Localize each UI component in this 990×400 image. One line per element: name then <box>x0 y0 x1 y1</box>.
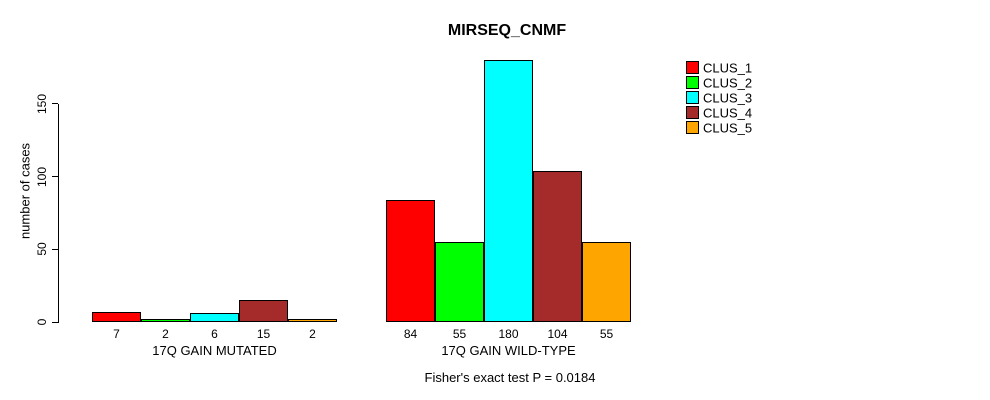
chart-title: MIRSEQ_CNMF <box>447 22 567 39</box>
bar-group2-clus2 <box>435 242 484 322</box>
fisher-test-caption: Fisher's exact test P = 0.0184 <box>424 370 596 385</box>
y-tick-label: 0 <box>35 318 49 326</box>
group-label: 17Q GAIN MUTATED <box>152 343 277 358</box>
y-tick-label: 150 <box>35 93 49 114</box>
bar-value-label: 180 <box>498 327 519 341</box>
bar-value-label: 2 <box>309 327 316 341</box>
y-tick-mark <box>52 176 58 177</box>
bar-value-label: 104 <box>547 327 568 341</box>
bar-group2-clus3 <box>484 60 533 322</box>
bar-group2-clus1 <box>386 200 435 322</box>
y-axis-label: number of cases <box>17 142 33 240</box>
legend-label: CLUS_5 <box>703 120 753 136</box>
bar-value-label: 2 <box>162 327 169 341</box>
bar-value-label: 15 <box>256 327 271 341</box>
bar-group1-clus4 <box>239 300 288 322</box>
legend-swatch-clus_2 <box>686 76 699 89</box>
legend-swatch-clus_5 <box>686 121 699 134</box>
y-axis-line <box>58 104 59 323</box>
legend-swatch-clus_1 <box>686 61 699 74</box>
bar-value-label: 7 <box>113 327 120 341</box>
bar-value-label: 6 <box>211 327 218 341</box>
bar-group2-clus5 <box>582 242 631 322</box>
bar-group2-clus4 <box>533 171 582 322</box>
group-label: 17Q GAIN WILD-TYPE <box>441 343 576 358</box>
bar-value-label: 84 <box>403 327 418 341</box>
bar-group1-clus1 <box>92 312 141 322</box>
legend-swatch-clus_4 <box>686 106 699 119</box>
bar-value-label: 55 <box>452 327 467 341</box>
y-tick-mark <box>52 321 58 323</box>
bar-group1-clus2 <box>141 319 190 322</box>
legend-label: CLUS_1 <box>703 60 753 76</box>
bar-group1-clus3 <box>190 313 239 322</box>
legend-swatch-clus_3 <box>686 91 699 104</box>
legend-label: CLUS_3 <box>703 90 753 106</box>
y-tick-mark <box>52 103 58 105</box>
y-tick-mark <box>52 248 58 250</box>
bar-value-label: 55 <box>599 327 614 341</box>
y-tick-label: 50 <box>35 242 49 256</box>
y-tick-label: 100 <box>35 166 49 187</box>
legend-label: CLUS_2 <box>703 75 753 91</box>
legend-label: CLUS_4 <box>703 105 753 121</box>
bar-group1-clus5 <box>288 319 337 322</box>
